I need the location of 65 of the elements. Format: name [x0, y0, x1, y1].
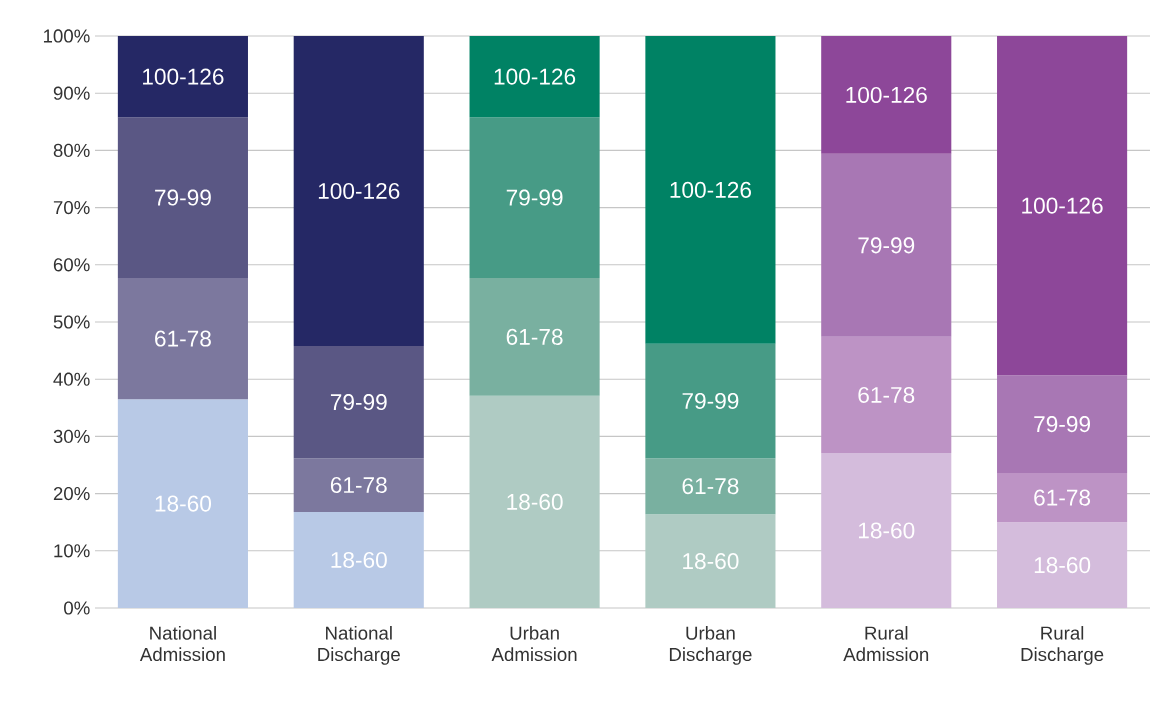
y-tick-label: 10% — [54, 544, 90, 558]
bar — [293, 346, 424, 459]
bar — [469, 117, 600, 278]
text: 61-78 — [155, 330, 211, 347]
bar — [645, 514, 776, 608]
text: 100-126 — [1022, 197, 1103, 214]
y-tick-label: 70% — [53, 200, 90, 215]
x-tick-label: Urban Admission — [491, 626, 577, 662]
series-label: 79-99 — [155, 189, 211, 206]
text: 61-78 — [682, 478, 739, 495]
bar — [997, 375, 1128, 474]
text: 100-126 — [143, 68, 224, 85]
text: 79-99 — [330, 394, 387, 411]
bar — [645, 458, 776, 515]
series-label: 100-126 — [846, 86, 927, 103]
y-tick-label: 90% — [53, 86, 90, 100]
x-tick-label: Rural Admission — [843, 626, 929, 662]
bar — [117, 399, 248, 608]
bar — [117, 36, 248, 118]
bar — [997, 522, 1128, 608]
x-tick-label: Rural Discharge — [1021, 626, 1104, 665]
x-tick-label: National Discharge — [318, 626, 400, 665]
y-tick-label: 20% — [53, 486, 90, 501]
bar — [293, 36, 424, 347]
text: 18-60 — [859, 522, 915, 539]
text: 61-78 — [506, 328, 563, 345]
y-tick-label: 40% — [53, 372, 90, 386]
text: 79-99 — [506, 189, 563, 206]
y-tick-label: 100% — [43, 29, 90, 43]
text: 18-60 — [331, 551, 387, 568]
bar — [645, 36, 776, 344]
series-label: 18-60 — [1034, 557, 1091, 574]
bar — [821, 452, 952, 608]
y-tick-label: 0% — [64, 601, 90, 615]
text: 61-78 — [858, 386, 915, 403]
text: 100-126 — [318, 182, 400, 200]
bar — [469, 36, 600, 118]
y-tick-label: 30% — [53, 429, 90, 444]
bar — [821, 336, 952, 453]
bar — [469, 395, 600, 608]
text: 79-99 — [1034, 416, 1090, 433]
x-tick-label: Urban Discharge — [669, 626, 752, 665]
bar — [821, 36, 952, 154]
bar — [117, 277, 248, 400]
bar — [821, 153, 952, 337]
text: 18-60 — [155, 495, 212, 512]
bar — [645, 343, 776, 459]
bar — [997, 473, 1128, 523]
bar — [117, 117, 248, 278]
bar — [469, 277, 600, 396]
bar — [293, 458, 424, 512]
x-tick-label: National Admission — [139, 626, 225, 662]
y-tick-label: 60% — [53, 258, 90, 272]
bar — [293, 511, 424, 608]
y-tick-label: 80% — [53, 143, 90, 158]
text: 18-60 — [683, 553, 739, 570]
series-label: 61-78 — [1034, 489, 1091, 506]
text: 79-99 — [682, 392, 739, 409]
text: 79-99 — [858, 237, 915, 254]
text: 100-126 — [494, 68, 576, 85]
bar — [997, 36, 1128, 376]
text: 100-126 — [670, 181, 751, 198]
text: 61-78 — [330, 476, 387, 494]
text: 18-60 — [507, 493, 563, 510]
y-tick-label: 50% — [53, 315, 90, 329]
